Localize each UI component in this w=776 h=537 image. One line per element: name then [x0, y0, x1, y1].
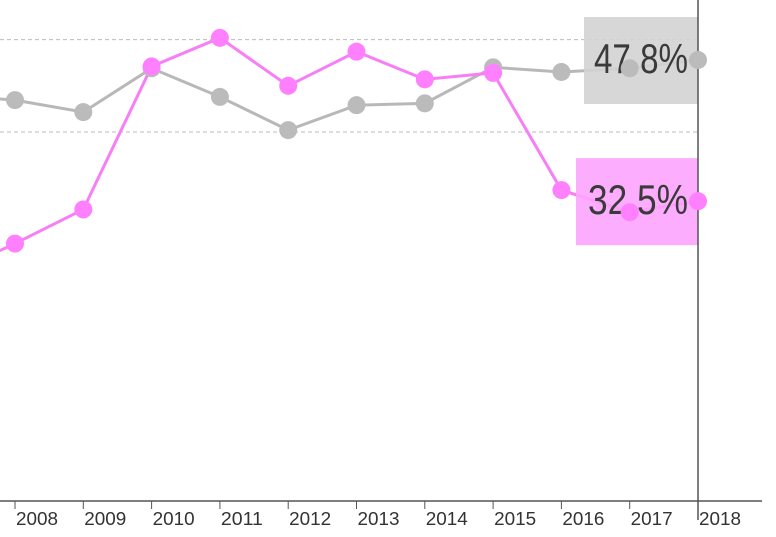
x-tick-label: 2008	[16, 509, 58, 529]
x-tick-label: 2012	[289, 509, 331, 529]
x-tick-label: 2016	[562, 509, 604, 529]
data-point	[74, 103, 93, 122]
label-box	[576, 158, 698, 246]
label-box	[584, 16, 698, 104]
data-point	[347, 96, 366, 115]
data-point	[279, 121, 298, 140]
data-point	[689, 192, 707, 211]
value-label: 32.5%	[588, 176, 688, 223]
data-point	[415, 70, 434, 89]
x-tick-label: 2011	[221, 509, 263, 529]
data-point	[142, 57, 161, 76]
data-point	[552, 62, 571, 81]
x-tick-label: 2018	[699, 509, 741, 529]
data-point	[415, 94, 434, 113]
series-line	[0, 36, 699, 253]
data-point	[620, 59, 639, 78]
data-point	[210, 87, 229, 106]
data-point	[484, 63, 503, 82]
data-point	[279, 76, 298, 95]
value-label: 47.8%	[594, 35, 688, 82]
data-point	[6, 91, 24, 110]
x-tick-label: 2015	[494, 509, 536, 529]
x-tick-label: 2017	[631, 509, 673, 529]
data-point	[552, 181, 571, 200]
data-point	[210, 28, 229, 47]
x-tick-label: 2013	[358, 509, 400, 529]
x-tick-label: 2009	[84, 509, 126, 529]
data-point	[6, 234, 24, 253]
x-tick-label: 2014	[426, 509, 468, 529]
data-point	[74, 200, 93, 219]
x-tick-label: 2010	[153, 509, 195, 529]
data-point	[620, 203, 639, 222]
data-point	[347, 42, 366, 61]
series-line	[0, 58, 699, 132]
data-point	[689, 50, 707, 69]
